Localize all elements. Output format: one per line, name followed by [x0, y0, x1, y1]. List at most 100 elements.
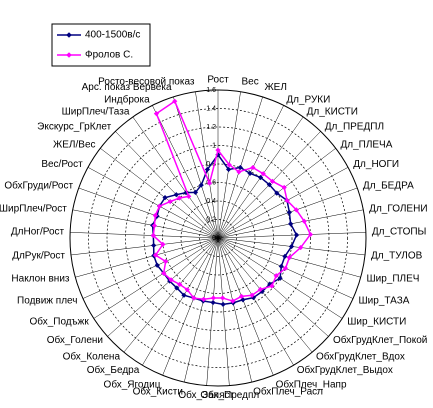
r-tick-label: 1: [212, 142, 216, 149]
category-label: Обх_Кисти: [133, 386, 183, 398]
category-label: ОбхПлеч_Напр: [276, 378, 347, 390]
category-label: Дл_БЕДРА: [363, 181, 414, 192]
data-point: [150, 232, 156, 239]
grid-ring: [199, 219, 237, 257]
data-point: [288, 221, 294, 227]
data-point: [247, 170, 253, 176]
spoke: [217, 237, 252, 383]
category-label: ЖЕЛ/Вес: [53, 139, 95, 150]
data-point: [167, 198, 173, 205]
data-point: [236, 169, 242, 175]
data-point: [230, 298, 236, 304]
data-point: [307, 231, 314, 238]
grid-ring: [106, 126, 330, 350]
legend-label: 400-1500в/с: [85, 30, 140, 41]
spoke: [75, 237, 219, 278]
category-label: ОбхГрудКлет_Вдох: [316, 350, 405, 362]
data-point: [259, 288, 265, 295]
spoke: [195, 91, 219, 239]
data-point: [210, 295, 216, 301]
category-label: ОбхГрудКлет_Покой: [333, 334, 427, 346]
data-point: [210, 299, 216, 306]
data-point: [168, 277, 174, 283]
data-point: [281, 184, 287, 191]
category-label: Обх_Запяст: [178, 389, 234, 401]
category-label: Обх_Колена: [63, 350, 121, 362]
data-point: [151, 223, 158, 229]
category-label: Шир_ТАЗА: [359, 296, 410, 307]
data-point: [274, 190, 280, 196]
data-point: [260, 171, 266, 177]
data-point: [257, 286, 263, 292]
category-label: ДлРук/Рост: [12, 250, 65, 261]
spoke: [87, 167, 219, 239]
data-point: [172, 98, 178, 104]
category-label: Дл_ГОЛЕНИ: [369, 203, 427, 214]
category-label: ДлНог/Рост: [11, 227, 65, 238]
category-label: Вес/Рост: [41, 159, 83, 170]
data-point: [220, 295, 226, 301]
category-label: Подвиж плеч: [17, 296, 77, 307]
data-point: [201, 296, 207, 302]
data-point: [151, 242, 157, 249]
data-point: [191, 295, 197, 301]
data-point: [238, 293, 245, 299]
spoke: [152, 105, 219, 239]
data-point: [269, 178, 276, 184]
category-label: Обх_Предпл: [200, 389, 259, 401]
legend-label: Фролов С.: [85, 50, 133, 61]
category-label: Вес: [242, 76, 259, 87]
data-point: [284, 197, 290, 204]
data-point: [282, 265, 289, 271]
spoke: [173, 96, 219, 239]
spoke: [217, 237, 294, 366]
r-tick-label: 1.2: [206, 124, 216, 131]
data-point: [282, 253, 288, 259]
legend-marker: [66, 32, 72, 38]
r-tick-label: 0.4: [206, 198, 216, 205]
data-point: [177, 281, 183, 287]
spoke: [107, 237, 219, 337]
category-label: Дл_НОГИ: [353, 159, 399, 170]
spoke: [162, 237, 219, 376]
data-point: [160, 241, 166, 247]
spoke: [217, 237, 230, 386]
data-point: [153, 111, 160, 117]
data-point: [226, 162, 232, 168]
category-label: Рост: [207, 75, 229, 86]
category-label: Дл_КИСТИ: [307, 107, 358, 118]
spoke: [72, 209, 219, 239]
spoke: [70, 232, 219, 239]
data-point: [250, 164, 256, 171]
data-point: [152, 212, 158, 219]
data-point: [249, 292, 255, 298]
r-tick-label: 1.6: [206, 87, 216, 94]
data-point: [206, 180, 213, 186]
data-point: [198, 182, 204, 188]
data-point: [298, 244, 304, 251]
category-label: ОбхПлеч_Расл: [253, 386, 323, 398]
data-point: [278, 263, 284, 269]
category-label: Обх_Ягодиц: [104, 378, 161, 390]
data-point: [257, 174, 264, 181]
category-label: ШирПлеч/Рост: [0, 203, 67, 214]
category-label: Обх_Бедра: [87, 364, 140, 376]
grid-ring: [180, 200, 256, 276]
category-label: Росто-весовой показ: [98, 76, 195, 87]
spoke: [184, 237, 219, 383]
category-label: ЖЕЛ: [264, 82, 286, 93]
category-label: Шир_КИСТИ: [347, 316, 406, 327]
spoke: [70, 237, 219, 256]
category-label: ОбхГруди/Рост: [4, 180, 73, 192]
r-tick-label: 0.2: [206, 216, 216, 223]
data-point: [293, 207, 299, 213]
spoke: [217, 167, 349, 239]
data-point: [286, 209, 292, 215]
grid-ring: [125, 145, 311, 331]
r-tick-label: 0: [212, 235, 216, 242]
r-tick-label: 1.4: [206, 105, 216, 112]
spoke: [217, 237, 313, 353]
category-label: Дл_ТУЛОВ: [371, 250, 423, 261]
data-point: [156, 203, 163, 209]
